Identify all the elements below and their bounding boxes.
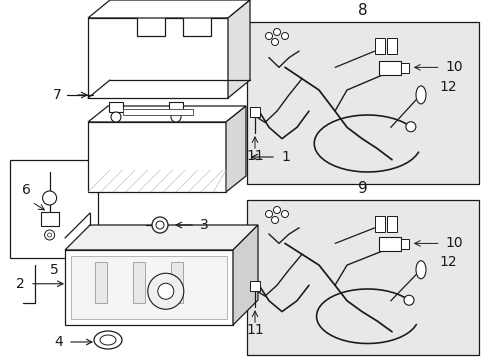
Circle shape [158,283,173,299]
Bar [169,102,183,112]
Bar [246,22,478,184]
Polygon shape [88,18,227,98]
Text: 12: 12 [438,255,456,269]
Polygon shape [88,0,249,18]
Text: 12: 12 [438,80,456,94]
Polygon shape [232,225,258,325]
Bar [123,109,193,115]
Polygon shape [65,225,258,250]
Text: 4: 4 [54,335,63,349]
Bar [95,262,107,303]
Bar [41,212,59,226]
Text: 9: 9 [357,180,367,195]
Polygon shape [71,256,226,319]
Text: 2: 2 [16,277,25,291]
Text: 5: 5 [49,263,58,277]
Circle shape [111,112,121,122]
Circle shape [271,39,278,45]
Text: 10: 10 [445,237,463,251]
Polygon shape [225,106,245,192]
Circle shape [147,273,183,309]
Circle shape [265,32,272,40]
Text: 10: 10 [445,60,463,75]
Bar [400,239,408,249]
Circle shape [152,217,168,233]
Bar [400,63,408,73]
Text: 7: 7 [53,88,62,102]
Bar [249,107,260,117]
Bar [246,200,478,355]
Bar [133,262,145,303]
Bar [109,102,123,112]
Bar [374,38,384,54]
Circle shape [44,230,55,240]
Ellipse shape [415,86,425,104]
Text: 11: 11 [245,149,264,163]
Polygon shape [227,0,249,98]
Text: 11: 11 [245,323,264,337]
Circle shape [281,211,288,217]
Bar [386,38,396,54]
Bar [386,216,396,231]
Bar [374,216,384,231]
Bar [10,160,98,258]
Bar [378,237,400,251]
Text: 6: 6 [21,183,30,197]
Circle shape [156,221,163,229]
Circle shape [265,211,272,217]
Text: 8: 8 [357,3,367,18]
Circle shape [273,207,280,213]
Ellipse shape [94,331,122,349]
Bar [249,281,260,291]
Ellipse shape [100,335,116,345]
Bar [171,262,183,303]
Circle shape [47,233,52,237]
Circle shape [281,32,288,40]
Bar [88,122,225,192]
Ellipse shape [415,261,425,279]
Circle shape [273,28,280,36]
Polygon shape [88,106,245,122]
Polygon shape [65,250,232,325]
Text: 1: 1 [281,150,289,164]
Text: 3: 3 [200,218,208,232]
Circle shape [42,191,57,205]
Circle shape [271,216,278,224]
Circle shape [171,112,181,122]
Bar [378,61,400,75]
Circle shape [405,122,415,132]
Circle shape [403,295,413,305]
